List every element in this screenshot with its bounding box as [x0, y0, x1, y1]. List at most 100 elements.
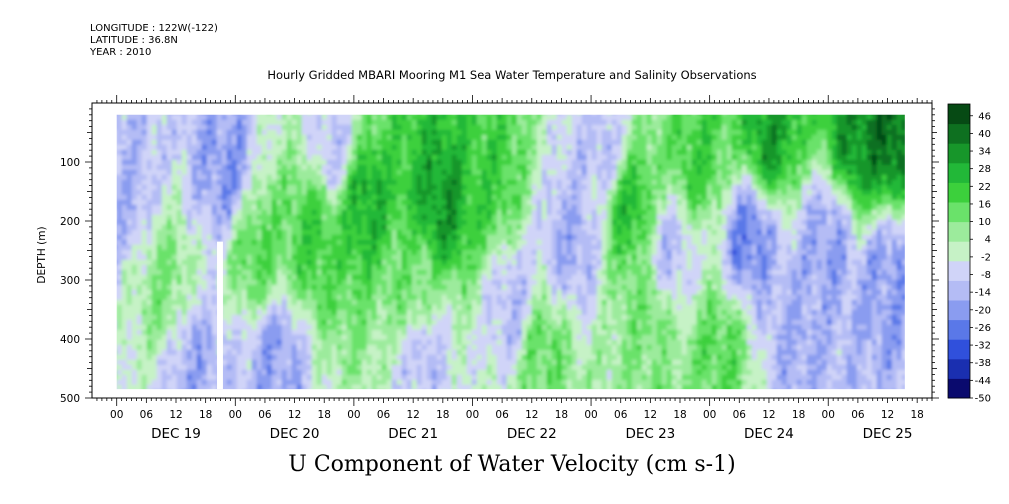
- heatmap-cell: [216, 174, 223, 181]
- heatmap-cell: [526, 279, 533, 286]
- heatmap-cell: [221, 284, 228, 291]
- heatmap-cell: [526, 184, 533, 191]
- heatmap-cell: [471, 379, 478, 386]
- heatmap-cell: [121, 364, 128, 371]
- heatmap-cell: [406, 214, 413, 221]
- heatmap-cell: [256, 124, 263, 131]
- heatmap-cell: [211, 374, 218, 381]
- heatmap-cell: [356, 369, 363, 376]
- heatmap-cell: [276, 384, 283, 390]
- heatmap-cell: [416, 144, 423, 151]
- heatmap-cell: [236, 129, 243, 136]
- heatmap-cell: [326, 264, 333, 271]
- heatmap-cell: [476, 339, 483, 346]
- heatmap-cell: [176, 179, 183, 186]
- heatmap-cell: [511, 199, 518, 206]
- heatmap-cell: [261, 329, 268, 336]
- heatmap-cell: [461, 364, 468, 371]
- heatmap-cell: [141, 364, 148, 371]
- heatmap-cell: [446, 384, 453, 390]
- heatmap-cell: [301, 294, 308, 301]
- heatmap-cell: [136, 354, 143, 361]
- heatmap-cell: [221, 339, 228, 346]
- heatmap-cell: [171, 174, 178, 181]
- heatmap-cell: [466, 369, 473, 376]
- heatmap-cell: [176, 274, 183, 281]
- heatmap-cell: [146, 214, 153, 221]
- heatmap-cell: [341, 264, 348, 271]
- heatmap-cell: [311, 249, 318, 256]
- heatmap-cell: [261, 349, 268, 356]
- heatmap-cell: [436, 234, 443, 241]
- heatmap-cell: [331, 114, 338, 116]
- heatmap-cell: [121, 119, 128, 126]
- heatmap-cell: [236, 379, 243, 386]
- heatmap-cell: [381, 139, 388, 146]
- heatmap-cell: [321, 384, 328, 390]
- heatmap-cell: [131, 184, 138, 191]
- heatmap-cell: [167, 390, 173, 396]
- heatmap-cell: [526, 364, 533, 371]
- heatmap-cell: [451, 354, 458, 361]
- heatmap-cell: [296, 349, 303, 356]
- heatmap-cell: [421, 179, 428, 186]
- heatmap-cell: [226, 119, 233, 126]
- heatmap-cell: [281, 224, 288, 231]
- heatmap-cell: [216, 224, 223, 231]
- heatmap-cell: [501, 294, 508, 301]
- heatmap-cell: [201, 129, 208, 136]
- heatmap-cell: [196, 329, 203, 336]
- heatmap-cell: [546, 194, 553, 201]
- heatmap-cell: [526, 114, 533, 121]
- heatmap-cell: [511, 184, 518, 191]
- heatmap-cell: [251, 279, 258, 286]
- heatmap-cell: [251, 274, 258, 281]
- heatmap-cell: [486, 364, 493, 371]
- heatmap-cell: [426, 234, 433, 241]
- heatmap-cell: [501, 329, 508, 336]
- heatmap-cell: [266, 259, 273, 266]
- heatmap-cell: [216, 209, 223, 216]
- heatmap-cell: [541, 349, 548, 356]
- heatmap-cell: [306, 144, 313, 151]
- heatmap-cell: [476, 359, 483, 366]
- heatmap-cell: [336, 319, 343, 326]
- heatmap-cell: [511, 309, 518, 316]
- heatmap-cell: [181, 179, 188, 186]
- heatmap-cell: [231, 239, 238, 246]
- heatmap-cell: [536, 174, 543, 181]
- heatmap-cell: [366, 159, 373, 166]
- heatmap-cell: [301, 339, 308, 346]
- heatmap-cell: [141, 254, 148, 261]
- heatmap-cell: [246, 244, 253, 251]
- heatmap-cell: [306, 239, 313, 246]
- heatmap-cell: [277, 390, 283, 396]
- heatmap-cell: [526, 249, 533, 256]
- heatmap-cell: [436, 299, 443, 306]
- heatmap-cell: [116, 199, 123, 206]
- heatmap-cell: [326, 309, 333, 316]
- heatmap-cell: [441, 159, 448, 166]
- heatmap-cell: [536, 349, 543, 356]
- heatmap-cell: [386, 169, 393, 176]
- heatmap-cell: [346, 344, 353, 351]
- heatmap-cell: [311, 369, 318, 376]
- heatmap-cell: [271, 314, 278, 321]
- heatmap-cell: [186, 119, 193, 126]
- heatmap-cell: [416, 234, 423, 241]
- heatmap-cell: [436, 149, 443, 156]
- heatmap-cell: [346, 299, 353, 306]
- heatmap-cell: [181, 164, 188, 171]
- heatmap-cell: [176, 124, 183, 131]
- heatmap-cell: [486, 199, 493, 206]
- heatmap-cell: [371, 164, 378, 171]
- heatmap-cell: [326, 214, 333, 221]
- heatmap-cell: [341, 289, 348, 296]
- heatmap-cell: [221, 154, 228, 161]
- heatmap-cell: [301, 384, 308, 390]
- heatmap-cell: [336, 339, 343, 346]
- heatmap-cell: [326, 369, 333, 376]
- heatmap-cell: [251, 339, 258, 346]
- heatmap-cell: [346, 239, 353, 246]
- heatmap-cell: [376, 124, 383, 131]
